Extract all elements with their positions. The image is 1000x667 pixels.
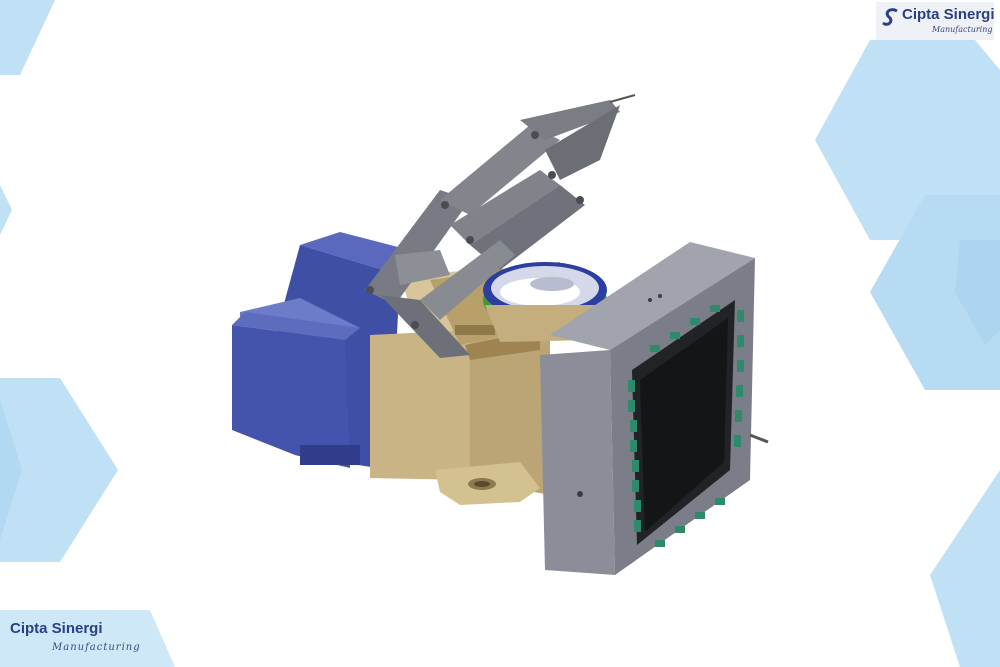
brand-logo-bottom: Cipta Sinergi Manufacturing bbox=[8, 620, 158, 660]
cipta-sinergi-logo-mark-icon bbox=[882, 7, 902, 27]
brand-name-bottom: Cipta Sinergi bbox=[10, 620, 103, 637]
brand-name-top: Cipta Sinergi bbox=[902, 6, 995, 23]
brand-tagline-bottom: Manufacturing bbox=[52, 642, 141, 653]
brand-logo-top: Cipta Sinergi Manufacturing bbox=[876, 2, 994, 40]
brand-tagline-top: Manufacturing bbox=[932, 25, 993, 34]
